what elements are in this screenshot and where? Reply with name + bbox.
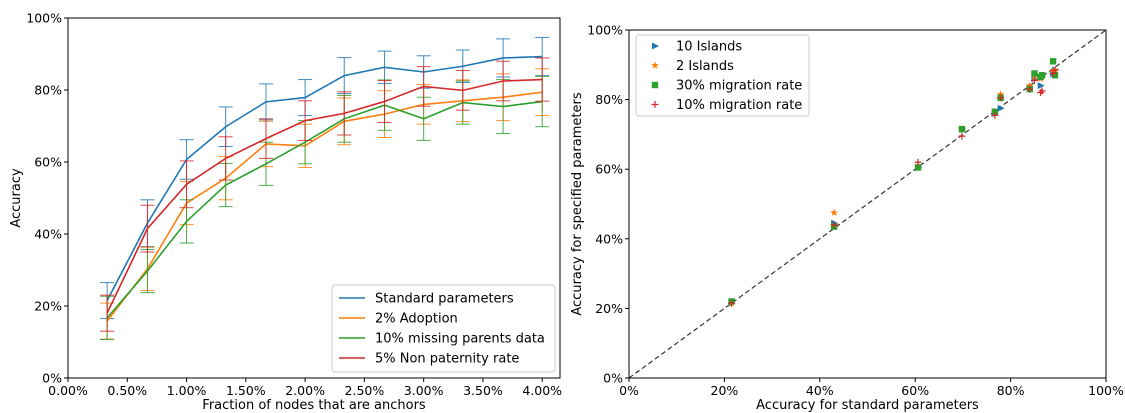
series-5-non-paternity-rate xyxy=(100,57,550,332)
x-tick-label: 100% xyxy=(1088,383,1124,398)
y-tick-label: 80% xyxy=(34,83,62,98)
x-tick-label: 60% xyxy=(901,383,929,398)
axes-frame xyxy=(628,29,1107,379)
x-tick-label: 4.00% xyxy=(522,383,562,398)
series-line xyxy=(106,78,543,314)
legend-label: 5% Non paternity rate xyxy=(375,352,519,367)
x-tick-label: 3.00% xyxy=(404,383,444,398)
y-tick-label: 100% xyxy=(26,11,62,26)
data-point xyxy=(1030,76,1038,84)
y-tick-label: 0% xyxy=(603,371,623,386)
data-point xyxy=(997,104,1005,112)
y-tick-label: 100% xyxy=(587,23,623,38)
x-tick-label: 2.50% xyxy=(345,383,385,398)
series-line xyxy=(106,55,543,301)
chart-accuracy-vs-anchors: 0.00% 0.50% 1.00% 1.50% 2.00% 2.50% 3.00% 3.50%… xyxy=(9,11,562,413)
x-tick-label: 20% xyxy=(711,383,739,398)
legend-marker xyxy=(651,61,659,69)
x-tick-label: 2.00% xyxy=(285,383,325,398)
series-standard-parameters xyxy=(100,36,550,320)
y-tick-label: 0% xyxy=(42,371,62,386)
right-legend: 10 Islands 2 Islands 30% migration rate 10%… xyxy=(635,34,810,117)
series-10-migration-rate xyxy=(728,66,1059,307)
data-point xyxy=(958,125,966,133)
x-tick-label: 1.50% xyxy=(226,383,266,398)
right-y-axis-label: Accuracy for specified parameters xyxy=(570,92,585,315)
left-x-axis-label: Fraction of nodes that are anchors xyxy=(202,398,426,413)
data-point xyxy=(1037,82,1045,90)
data-point xyxy=(1051,66,1059,74)
x-tick-label: 80% xyxy=(997,383,1025,398)
right-x-axis-label: Accuracy for standard parameters xyxy=(756,398,979,413)
data-point xyxy=(1038,87,1046,95)
data-point xyxy=(1031,70,1038,77)
legend-label: 30% migration rate xyxy=(676,79,802,94)
data-point xyxy=(1051,72,1059,79)
y-tick-label: 80% xyxy=(595,92,623,107)
y-tick-label: 40% xyxy=(34,227,62,242)
legend-label: 10% migration rate xyxy=(676,98,802,113)
data-point xyxy=(914,158,922,166)
legend-box xyxy=(331,284,556,373)
axes-frame xyxy=(67,17,561,379)
right-plot-marks xyxy=(628,29,1107,379)
data-point xyxy=(1026,85,1034,93)
data-point xyxy=(914,164,922,171)
chart-specified-vs-standard: 0% 20% 40% 60% 80% 100% 0% 20% 40% 60% 80% 100% Acc… xyxy=(570,23,1124,413)
x-tick-label: 0.50% xyxy=(107,383,147,398)
legend-label: 2 Islands xyxy=(676,59,734,74)
y-tick-label: 40% xyxy=(595,231,623,246)
x-tick-label: 1.00% xyxy=(167,383,207,398)
y-tick-label: 20% xyxy=(34,299,62,314)
left-y-axis-label: Accuracy xyxy=(9,168,24,228)
y-tick-label: 60% xyxy=(595,162,623,177)
data-point xyxy=(996,90,1005,98)
left-plot-marks xyxy=(100,36,550,340)
data-point xyxy=(1049,58,1057,65)
x-tick-label: 0.00% xyxy=(48,383,88,398)
data-point xyxy=(830,221,838,229)
left-axes: 0.00% 0.50% 1.00% 1.50% 2.00% 2.50% 3.00% 3.50%… xyxy=(26,11,562,399)
legend-marker xyxy=(651,81,659,89)
legend-label: Standard parameters xyxy=(375,292,514,307)
y-tick-label: 60% xyxy=(34,155,62,170)
series-line xyxy=(106,100,543,319)
right-axes: 0% 20% 40% 60% 80% 100% 0% 20% 40% 60% 80% 100% xyxy=(587,23,1124,399)
data-point xyxy=(991,111,999,119)
data-point xyxy=(958,132,966,140)
legend-marker xyxy=(652,42,659,50)
series-line xyxy=(106,91,543,322)
y-tick-label: 20% xyxy=(595,301,623,316)
x-tick-label: 3.50% xyxy=(463,383,503,398)
data-point xyxy=(830,208,838,216)
x-tick-label: 0% xyxy=(619,383,639,398)
data-point xyxy=(1025,81,1034,89)
data-point xyxy=(1037,89,1045,97)
legend-label: 10% missing parents data xyxy=(375,332,545,347)
data-point xyxy=(997,94,1005,102)
legend-marker xyxy=(651,101,659,108)
legend-label: 10 Islands xyxy=(676,40,742,55)
left-legend: Standard parameters 2% Adoption 10% missin… xyxy=(331,284,556,373)
x-tick-label: 40% xyxy=(806,383,834,398)
legend-label: 2% Adoption xyxy=(375,312,458,327)
legend-box xyxy=(635,34,810,117)
data-point xyxy=(728,299,736,307)
data-point xyxy=(1038,72,1046,79)
